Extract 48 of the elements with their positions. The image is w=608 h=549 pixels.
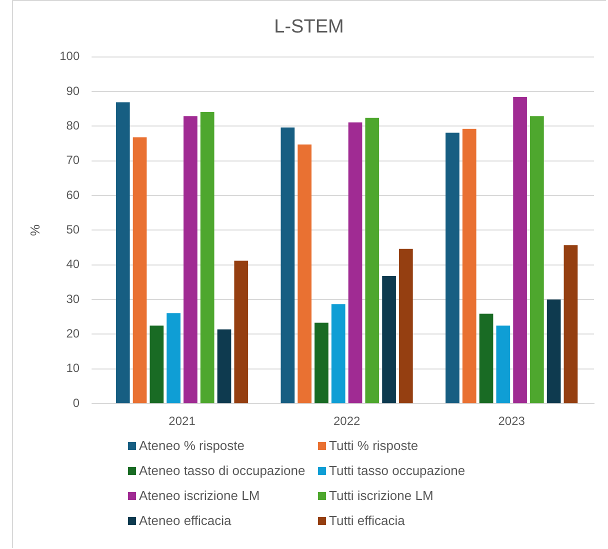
y-tick-label: 30 — [66, 292, 80, 306]
bar — [200, 112, 214, 404]
y-tick-label: 20 — [66, 326, 80, 341]
legend-label: Ateneo efficacia — [139, 513, 232, 528]
y-tick-label: 50 — [66, 222, 80, 237]
bar — [513, 97, 527, 404]
y-tick-label: 90 — [66, 84, 80, 98]
bar — [298, 144, 312, 404]
legend-label: Tutti iscrizione LM — [329, 488, 434, 503]
bar — [479, 314, 494, 404]
bar — [132, 137, 147, 404]
y-tick-label: 60 — [66, 188, 80, 202]
bar — [166, 313, 180, 404]
y-tick-label: 0 — [72, 396, 80, 410]
y-tick-label: 100 — [60, 49, 80, 64]
bar — [150, 326, 164, 404]
bar — [331, 304, 346, 404]
bar — [348, 122, 362, 404]
chart-title: L-STEM — [274, 16, 344, 38]
bar — [365, 118, 380, 404]
bar — [446, 132, 460, 404]
legend-label: Ateneo tasso di occupazione — [139, 463, 306, 478]
legend-label: Ateneo % risposte — [139, 438, 245, 453]
y-tick-label: 80 — [66, 118, 80, 132]
bar — [546, 300, 561, 404]
bar — [280, 128, 295, 404]
legend-label: Ateneo iscrizione LM — [139, 488, 260, 503]
x-tick-label: 2023 — [498, 414, 526, 428]
bar — [399, 248, 413, 404]
bar — [184, 116, 198, 404]
y-tick-label: 70 — [66, 153, 80, 168]
bar — [530, 116, 544, 404]
x-tick-label: 2021 — [168, 414, 196, 428]
y-axis-title: % — [27, 224, 42, 236]
x-tick-label: 2022 — [333, 414, 360, 428]
bar — [217, 329, 232, 404]
bar — [314, 322, 328, 404]
bar — [496, 326, 510, 404]
bar — [462, 128, 476, 404]
y-tick-label: 10 — [66, 361, 80, 376]
legend-label: Tutti efficacia — [329, 513, 405, 528]
y-tick-label: 40 — [66, 257, 80, 272]
bar — [382, 276, 396, 404]
bar — [564, 245, 578, 404]
legend-label: Tutti tasso occupazione — [329, 463, 466, 478]
bar — [116, 102, 130, 404]
legend-label: Tutti % risposte — [329, 438, 418, 453]
bar — [234, 260, 248, 404]
